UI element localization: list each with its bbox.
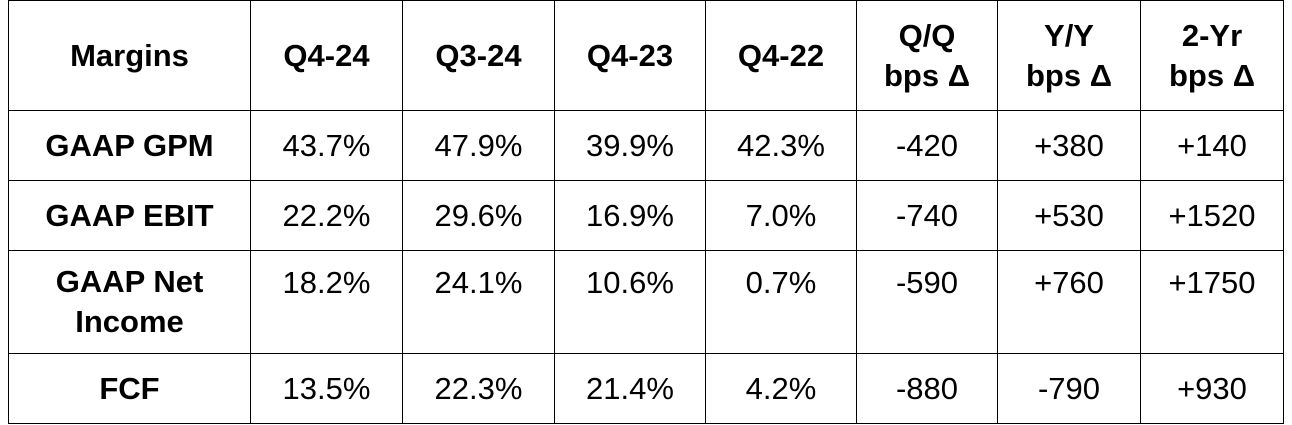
cell-gaap-net-income-q3-24: 24.1% (402, 250, 555, 354)
cell-fcf-yy: -790 (997, 353, 1141, 424)
row-label-net-income-line-1: GAAP Net (55, 264, 204, 299)
cell-gaap-ebit-2yr: +1520 (1140, 180, 1284, 251)
row-label-gaap-net-income: GAAP Net Income (8, 250, 251, 354)
table-row-gaap-net-income: GAAP Net Income 18.2% 24.1% 10.6% 0.7% -… (8, 250, 1284, 354)
cell-gaap-gpm-yy: +380 (997, 110, 1141, 181)
cell-fcf-q4-22: 4.2% (705, 353, 857, 424)
table-row-gaap-ebit: GAAP EBIT 22.2% 29.6% 16.9% 7.0% -740 +5… (8, 180, 1284, 251)
cell-fcf-2yr: +930 (1140, 353, 1284, 424)
cell-fcf-q4-24: 13.5% (250, 353, 403, 424)
header-yy-line-2: bps Δ (1025, 57, 1112, 93)
header-qq-bps-delta: Q/Q bps Δ (856, 0, 998, 111)
cell-gaap-net-income-q4-24: 18.2% (250, 250, 403, 354)
row-label-fcf: FCF (8, 353, 251, 424)
row-label-gaap-gpm: GAAP GPM (8, 110, 251, 181)
cell-gaap-ebit-q4-22: 7.0% (705, 180, 857, 251)
header-2yr-line-2: bps Δ (1168, 57, 1255, 93)
header-yy-bps-delta: Y/Y bps Δ (997, 0, 1141, 111)
table-row-fcf: FCF 13.5% 22.3% 21.4% 4.2% -880 -790 +93… (8, 353, 1284, 424)
row-label-gaap-ebit: GAAP EBIT (8, 180, 251, 251)
cell-gaap-net-income-q4-23: 10.6% (554, 250, 706, 354)
cell-gaap-ebit-q3-24: 29.6% (402, 180, 555, 251)
cell-gaap-net-income-2yr: +1750 (1140, 250, 1284, 354)
header-q3-24: Q3-24 (402, 0, 555, 111)
cell-gaap-gpm-q4-24: 43.7% (250, 110, 403, 181)
cell-gaap-ebit-qq: -740 (856, 180, 998, 251)
header-q4-24: Q4-24 (250, 0, 403, 111)
header-yy-line-1: Y/Y (1044, 17, 1094, 53)
header-margins: Margins (8, 0, 251, 111)
cell-gaap-gpm-q4-23: 39.9% (554, 110, 706, 181)
header-q4-22: Q4-22 (705, 0, 857, 111)
cell-gaap-ebit-q4-23: 16.9% (554, 180, 706, 251)
cell-gaap-gpm-2yr: +140 (1140, 110, 1284, 181)
table-row-gaap-gpm: GAAP GPM 43.7% 47.9% 39.9% 42.3% -420 +3… (8, 110, 1284, 181)
header-q4-23: Q4-23 (554, 0, 706, 111)
margins-table-container: Margins Q4-24 Q3-24 Q4-23 Q4-22 Q/Q bps … (8, 0, 1284, 424)
cell-gaap-gpm-qq: -420 (856, 110, 998, 181)
cell-gaap-ebit-yy: +530 (997, 180, 1141, 251)
header-qq-line-2: bps Δ (883, 57, 970, 93)
row-label-net-income-line-2: Income (75, 304, 184, 339)
cell-gaap-net-income-q4-22: 0.7% (705, 250, 857, 354)
table-header-row: Margins Q4-24 Q3-24 Q4-23 Q4-22 Q/Q bps … (8, 0, 1284, 111)
header-2yr-line-1: 2-Yr (1181, 17, 1243, 53)
header-2yr-bps-delta: 2-Yr bps Δ (1140, 0, 1284, 111)
cell-gaap-gpm-q4-22: 42.3% (705, 110, 857, 181)
cell-fcf-q3-24: 22.3% (402, 353, 555, 424)
cell-fcf-q4-23: 21.4% (554, 353, 706, 424)
cell-fcf-qq: -880 (856, 353, 998, 424)
header-qq-line-1: Q/Q (898, 17, 956, 53)
cell-gaap-net-income-yy: +760 (997, 250, 1141, 354)
margins-table: Margins Q4-24 Q3-24 Q4-23 Q4-22 Q/Q bps … (8, 0, 1284, 424)
cell-gaap-gpm-q3-24: 47.9% (402, 110, 555, 181)
cell-gaap-net-income-qq: -590 (856, 250, 998, 354)
cell-gaap-ebit-q4-24: 22.2% (250, 180, 403, 251)
